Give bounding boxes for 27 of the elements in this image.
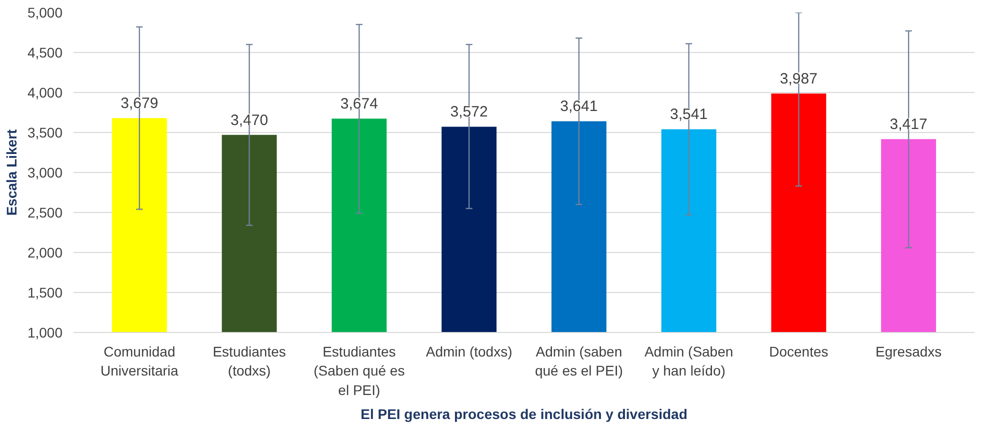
y-axis-title: Escala Likert: [3, 128, 20, 216]
data-label: 3,679: [120, 95, 158, 112]
x-tick-label: Estudiantes (Saben qué es el PEI): [314, 344, 405, 398]
x-tick-label: Admin (saben qué es el PEI): [534, 344, 623, 379]
y-tick-label: 1,500: [27, 284, 63, 300]
x-tick-label: Estudiantes (todxs): [212, 344, 286, 379]
x-tick-label: Admin (Saben y han leído): [644, 344, 734, 379]
y-tick-label: 3,500: [27, 124, 63, 140]
x-tick-label: Docentes: [769, 344, 828, 360]
y-tick-label: 2,000: [27, 244, 63, 260]
y-tick-label: 5,000: [27, 4, 63, 20]
y-tick-label: 3,000: [27, 164, 63, 180]
y-tick-label: 2,500: [27, 204, 63, 220]
y-tick-label: 4,000: [27, 84, 63, 100]
data-label: 3,572: [450, 104, 488, 121]
data-label: 3,417: [890, 116, 928, 134]
data-label: 3,541: [670, 106, 708, 124]
x-tick-label: Admin (todxs): [426, 344, 512, 360]
x-tick-label: Egresadxs: [876, 344, 942, 360]
y-tick-label: 4,500: [27, 44, 63, 60]
data-label: 3,674: [340, 96, 378, 113]
data-label: 3,470: [230, 112, 268, 129]
data-label: 3,987: [780, 70, 818, 88]
data-label: 3,641: [560, 98, 598, 116]
x-axis-title: El PEI genera procesos de inclusión y diversidad: [360, 406, 688, 422]
y-tick-label: 1,000: [27, 324, 63, 340]
x-tick-label: Comunidad Universitaria: [100, 344, 179, 379]
